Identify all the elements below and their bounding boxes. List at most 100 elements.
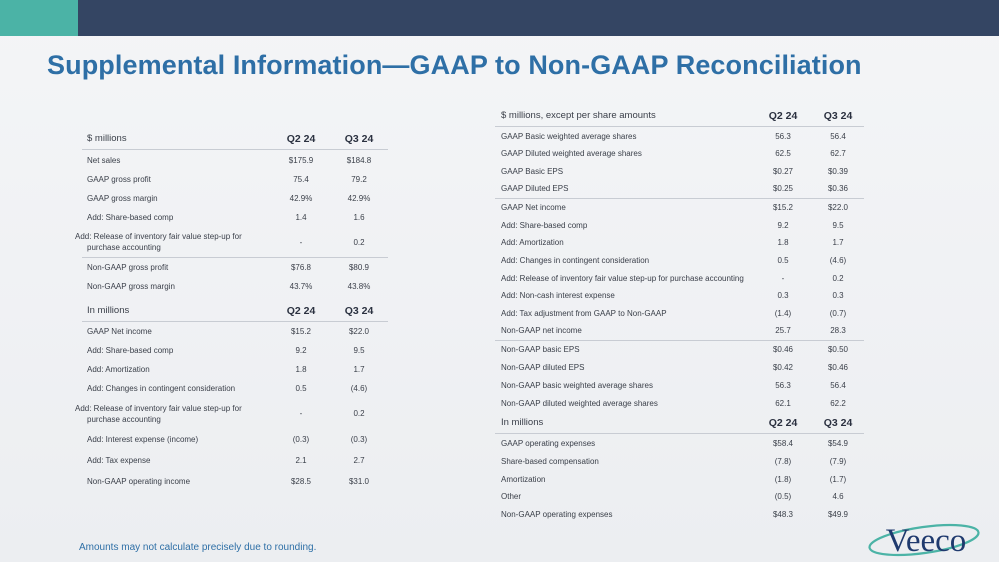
value-q2-24: $15.2 <box>772 203 794 212</box>
row-label: Non-GAAP diluted weighted average shares <box>501 399 658 408</box>
table-row-non-gaap-gross-margin: Non-GAAP gross margin 43.7% 43.8% <box>82 277 388 296</box>
table-row-add-share-based-comp: Add: Share-based comp 9.2 9.5 <box>82 341 388 360</box>
value-q2-24: $28.5 <box>290 476 312 486</box>
value-q2-24: 1.8 <box>777 238 789 248</box>
top-banner-accent <box>0 0 78 36</box>
table-row-add-changes-in-contingent-consideration: Add: Changes in contingent consideration… <box>82 379 388 398</box>
value-q3-24: 42.9% <box>347 194 371 203</box>
value-q2-24: - <box>299 237 303 247</box>
value-q2-24: (7.8) <box>774 456 792 466</box>
table-row-gaap-gross-profit: GAAP gross profit 75.4 79.2 <box>82 170 388 189</box>
value-q2-24: $0.27 <box>772 166 794 176</box>
column-q3-24: Q3 24 <box>823 416 853 429</box>
row-label: Non-GAAP diluted EPS <box>501 363 585 372</box>
table-row-gaap-basic-eps: GAAP Basic EPS $0.27 $0.39 <box>495 163 864 181</box>
value-q3-24: 28.3 <box>830 326 846 336</box>
table-row-gaap-basic-weighted-average-shares: GAAP Basic weighted average shares 56.3 56… <box>495 127 864 145</box>
value-q3-24: (4.6) <box>350 384 368 393</box>
value-q3-24: 62.7 <box>830 149 846 159</box>
logo-swoosh <box>868 523 980 557</box>
page-title: Supplemental Information—GAAP to Non-GAA… <box>47 50 862 80</box>
value-q3-24: $0.46 <box>827 363 849 372</box>
value-q2-24: $15.2 <box>290 327 312 336</box>
row-label: Add: Tax expense <box>87 456 151 465</box>
table-body: GAAP operating expenses $58.4 $54.9 Share-b… <box>495 434 864 523</box>
value-q2-24: 0.5 <box>295 384 307 393</box>
value-q3-24: 0.2 <box>353 409 365 418</box>
row-label: Non-GAAP operating income <box>87 476 191 486</box>
gross-profit-table: $ millions Q2 24 Q3 24 Net sales $175.9 $1… <box>75 128 388 296</box>
table-header-label: $ millions <box>87 133 127 144</box>
row-label: Add: Amortization <box>501 238 564 248</box>
operating-expenses-table: In millions Q2 24 Q3 24 GAAP operating e… <box>495 412 864 523</box>
row-label: Non-GAAP operating expenses <box>501 509 613 519</box>
value-q2-24: 56.3 <box>775 381 791 390</box>
row-label: Add: Interest expense (income) <box>87 434 199 444</box>
rounding-footnote: Amounts may not calculate precisely due … <box>79 542 317 553</box>
value-q3-24: $31.0 <box>348 476 370 486</box>
table-header: $ millions Q2 24 Q3 24 <box>82 128 388 150</box>
column-q2-24: Q2 24 <box>286 304 316 317</box>
value-q3-24: 9.5 <box>353 346 365 355</box>
value-q2-24: 0.5 <box>777 255 789 265</box>
net-income-eps-table: $ millions, except per share amounts Q2 … <box>495 105 864 413</box>
value-q3-24: (4.6) <box>829 255 847 265</box>
value-q2-24: 62.5 <box>775 149 791 159</box>
value-q3-24: 0.3 <box>832 291 844 301</box>
table-body: Net sales $175.9 $184.8 GAAP gross profit 75… <box>75 150 388 296</box>
row-label: Add: Amortization <box>87 365 150 374</box>
value-q3-24: $0.36 <box>827 184 849 194</box>
row-label: GAAP operating expenses <box>501 438 596 448</box>
table-header-label: In millions <box>87 305 130 316</box>
table-row-gaap-net-income: GAAP Net income $15.2 $22.0 <box>495 199 864 217</box>
column-q3-24: Q3 24 <box>344 132 374 145</box>
row-label: GAAP Diluted weighted average shares <box>501 149 642 159</box>
value-q3-24: 0.2 <box>353 237 365 247</box>
table-row-add-tax-expense: Add: Tax expense 2.1 2.7 <box>82 449 388 472</box>
value-q2-24: - <box>299 409 303 418</box>
row-label: Add: Share-based comp <box>87 213 174 222</box>
value-q2-24: $76.8 <box>290 263 312 272</box>
table-header-label: $ millions, except per share amounts <box>501 110 656 121</box>
value-q2-24: (1.4) <box>774 308 792 318</box>
row-label: Non-GAAP net income <box>501 326 582 336</box>
table-body: GAAP Basic weighted average shares 56.3 56… <box>495 127 864 413</box>
table-row-non-gaap-operating-expenses: Non-GAAP operating expenses $48.3 $49.9 <box>495 505 864 523</box>
value-q3-24: $0.39 <box>827 166 849 176</box>
value-q2-24: (0.5) <box>774 492 792 501</box>
table-row-add-share-based-comp: Add: Share-based comp 9.2 9.5 <box>495 217 864 235</box>
row-label: Add: Non-cash interest expense <box>501 291 615 301</box>
row-label: GAAP Basic EPS <box>501 166 564 176</box>
row-label: Add: Share-based comp <box>501 220 588 230</box>
column-q3-24: Q3 24 <box>344 304 374 317</box>
row-label: GAAP Net income <box>87 327 152 336</box>
column-q2-24: Q2 24 <box>286 132 316 145</box>
value-q2-24: $0.46 <box>772 345 794 354</box>
table-row-gaap-operating-expenses: GAAP operating expenses $58.4 $54.9 <box>495 434 864 452</box>
value-q3-24: 79.2 <box>351 175 367 184</box>
row-label: Add: Release of inventory fair value ste… <box>75 403 242 424</box>
value-q2-24: $0.25 <box>772 184 794 194</box>
table-row-gaap-net-income: GAAP Net income $15.2 $22.0 <box>82 322 388 341</box>
table-row-add-release-of-inventory-fair-value-step-up-for-purchase-accounting: Add: Release of inventory fair value ste… <box>495 269 864 287</box>
row-label: GAAP gross margin <box>87 194 158 203</box>
value-q2-24: 25.7 <box>775 326 791 336</box>
table-row-add-tax-adjustment-from-gaap-to-non-gaap: Add: Tax adjustment from GAAP to Non-GAA… <box>495 305 864 323</box>
value-q3-24: $0.50 <box>827 345 849 354</box>
table-row-non-gaap-operating-income: Non-GAAP operating income $28.5 $31.0 <box>82 472 388 490</box>
value-q2-24: $175.9 <box>288 155 314 165</box>
row-label: Non-GAAP basic weighted average shares <box>501 381 653 390</box>
value-q3-24: 56.4 <box>830 131 846 141</box>
row-label: Add: Changes in contingent consideration <box>501 255 650 265</box>
top-banner <box>0 0 999 36</box>
row-label: GAAP gross profit <box>87 175 151 184</box>
table-row-add-share-based-comp: Add: Share-based comp 1.4 1.6 <box>82 208 388 227</box>
value-q3-24: 2.7 <box>353 456 365 465</box>
table-row-non-gaap-net-income: Non-GAAP net income 25.7 28.3 <box>495 322 864 341</box>
value-q3-24: $22.0 <box>827 203 849 212</box>
value-q2-24: $58.4 <box>772 438 794 448</box>
row-label: Non-GAAP basic EPS <box>501 345 580 354</box>
table-header: In millions Q2 24 Q3 24 <box>82 300 388 322</box>
value-q3-24: 1.7 <box>353 365 365 374</box>
table-row-non-gaap-basic-weighted-average-shares: Non-GAAP basic weighted average shares 56… <box>495 377 864 395</box>
